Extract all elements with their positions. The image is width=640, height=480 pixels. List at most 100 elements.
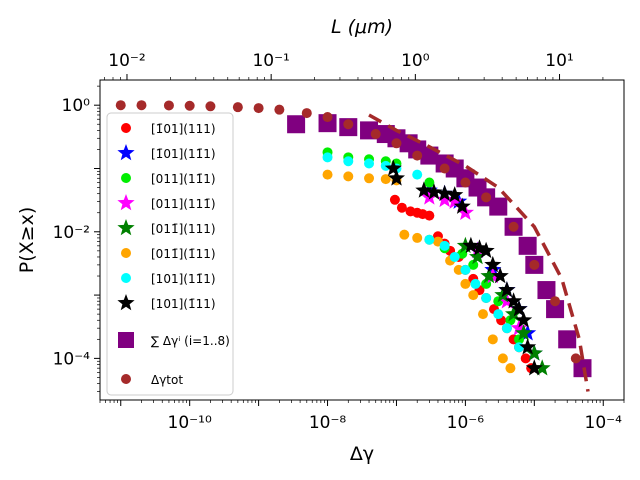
- series-8-point: [287, 115, 306, 134]
- series-9-point: [391, 138, 402, 149]
- legend-marker-5: [121, 248, 131, 258]
- series-7-point: [510, 300, 528, 317]
- series-6-point: [470, 278, 481, 289]
- series-7-point: [525, 359, 543, 376]
- y-tick-label: 10⁻⁴: [53, 349, 91, 369]
- series-5-point: [380, 174, 391, 185]
- series-9-point: [439, 163, 450, 174]
- series-8-point: [489, 197, 508, 216]
- series-9-point: [115, 100, 126, 111]
- series-5-point: [412, 232, 423, 243]
- series-9-point: [253, 103, 264, 114]
- series-5-point: [322, 169, 333, 180]
- x-tick-label: 10⁻⁴: [585, 413, 623, 433]
- x-tick-label: 10⁻⁶: [447, 413, 485, 433]
- series-7-point: [384, 159, 402, 176]
- series-9-point: [508, 221, 519, 232]
- series-0-point: [424, 210, 435, 221]
- series-4-point: [480, 267, 498, 284]
- top-tick-label: 10⁰: [401, 51, 430, 71]
- series-9-point: [163, 100, 174, 111]
- series-2-point: [424, 177, 435, 188]
- series-5-point: [477, 309, 488, 320]
- series-7-point: [484, 255, 502, 273]
- series-6-point: [412, 169, 423, 180]
- top-tick-label: 10⁻¹: [252, 51, 289, 71]
- series-6-point: [449, 251, 460, 262]
- x-axis-ticks: 10⁻¹⁰ 10⁻⁸ 10⁻⁶ 10⁻⁴: [99, 400, 625, 433]
- series-5-point: [487, 334, 498, 345]
- legend-label: [101](1̄11): [151, 297, 216, 311]
- legend-label: [101](11̄1): [151, 272, 216, 286]
- series-7: [384, 159, 543, 376]
- series-0-point: [389, 194, 400, 205]
- series-3-point: [436, 190, 454, 208]
- series-7-point: [505, 292, 523, 309]
- y-tick-label: 10⁻²: [53, 223, 90, 243]
- series-7-point: [477, 241, 495, 259]
- x-axis-label: Δγ: [350, 443, 374, 465]
- top-axis-ticks: 10⁻² 10⁻¹ 10⁰ 10¹: [104, 51, 604, 80]
- series-8-point: [558, 330, 577, 349]
- series-9-point: [205, 101, 216, 112]
- legend-label: [011](111̄): [151, 197, 216, 211]
- legend-label: [011̄](1̄11): [151, 247, 216, 261]
- series-7-point: [446, 186, 464, 203]
- series-3-point: [420, 188, 438, 205]
- series-6-point: [364, 158, 375, 169]
- series-7-point: [462, 236, 480, 254]
- series-4-point: [525, 344, 543, 361]
- legend-marker-0: [121, 123, 131, 133]
- series-7-point: [425, 183, 443, 200]
- series-5-point: [343, 171, 354, 182]
- series-5-point: [364, 173, 375, 184]
- legend-marker-6: [121, 273, 131, 283]
- legend-marker-1: [117, 144, 135, 161]
- series-2-point: [468, 259, 479, 270]
- series-6-point: [343, 156, 354, 167]
- y-tick-label: 10⁰: [62, 96, 91, 116]
- series-7-point: [387, 169, 405, 186]
- series-9-point: [184, 100, 195, 111]
- legend-label: [1̄01](11̄1): [151, 147, 216, 161]
- series-9: [115, 100, 581, 364]
- legend-marker-2: [121, 173, 131, 183]
- x-tick-label: 10⁻¹⁰: [168, 413, 212, 433]
- legend-marker-7: [117, 294, 135, 311]
- series-5-point: [399, 229, 410, 240]
- series-7-point: [470, 239, 488, 256]
- top-tick-label: 10¹: [545, 51, 573, 71]
- legend-marker-8: [118, 332, 134, 348]
- series-9-point: [481, 192, 492, 203]
- series-9-point: [136, 100, 147, 111]
- series-5-point: [497, 353, 508, 364]
- series-9-point: [570, 353, 581, 364]
- series-7-point: [515, 311, 533, 328]
- series-9-point: [412, 150, 423, 161]
- top-axis-label: L (μm): [331, 16, 393, 38]
- series-6-point: [460, 264, 471, 275]
- series-9-point: [370, 129, 381, 140]
- series-8-point: [518, 236, 537, 255]
- series-7-point: [498, 281, 516, 298]
- series-7-point: [453, 197, 471, 214]
- series-0-point: [396, 202, 407, 213]
- x-tick-label: 10⁻⁸: [309, 413, 347, 433]
- series-5-point: [505, 363, 516, 374]
- series-6-point: [322, 152, 333, 163]
- data-marks: [115, 100, 592, 392]
- series-3-point: [446, 192, 464, 209]
- legend-marker-3: [117, 194, 135, 211]
- series-4-point: [533, 359, 551, 376]
- series-7-point: [491, 267, 509, 284]
- legend-frame: [106, 112, 234, 396]
- series-4-point: [515, 324, 533, 341]
- series-8-point: [537, 281, 556, 300]
- series-9-point: [550, 296, 561, 307]
- series-5-point: [468, 290, 479, 301]
- legend-marker-4: [117, 219, 135, 236]
- series-6-point: [424, 234, 435, 245]
- series-9-point: [343, 119, 354, 130]
- series-2-point: [457, 248, 468, 259]
